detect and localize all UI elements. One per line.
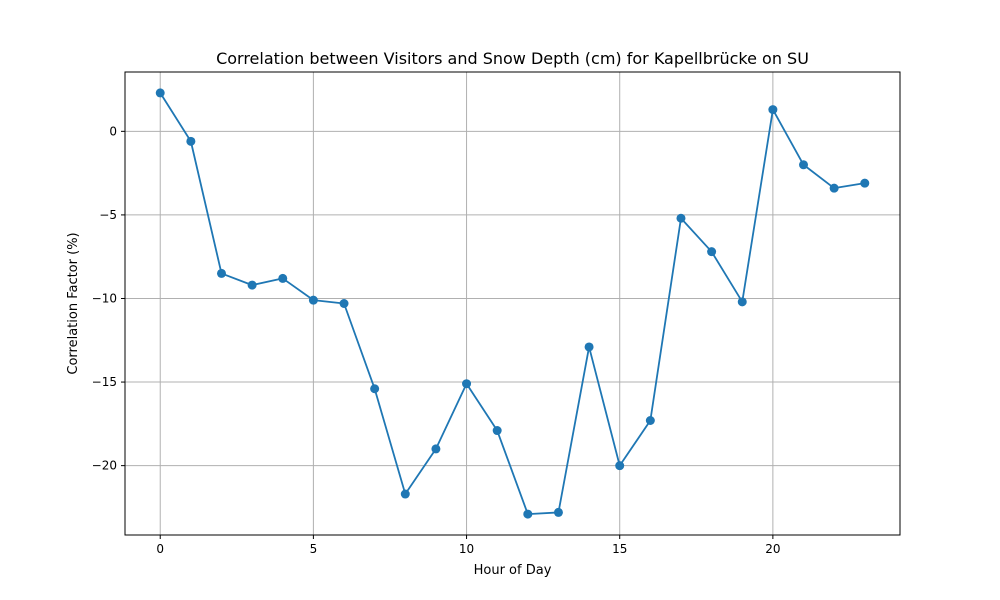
y-tick-label: −5 [99,208,117,222]
series-line [159,92,865,516]
x-tick-label: 20 [765,542,780,556]
plot-frame [124,71,901,536]
data-point [799,160,809,170]
x-tick-label: 10 [459,542,474,556]
data-point [308,295,318,305]
data-point [523,509,533,519]
series-group [155,88,870,519]
data-point [553,507,563,517]
x-tick-label: 5 [310,542,318,556]
data-point [584,342,594,352]
data-point [155,88,165,98]
data-point [431,444,441,454]
grid-lines [125,72,900,535]
data-point [645,416,655,426]
y-tick-label: −10 [92,291,117,305]
data-point [247,280,257,290]
data-point [278,273,288,283]
x-tick-label: 15 [612,542,627,556]
data-point [737,297,747,307]
data-point [768,105,778,115]
data-point [492,426,502,436]
y-tick-label: −15 [92,375,117,389]
y-axis: 0 −5 −10 −15 −20 [92,124,125,473]
x-tick-label: 0 [156,542,164,556]
data-point [860,178,870,188]
data-point [370,384,380,394]
x-axis: 0 5 10 15 20 [156,535,781,556]
data-point [462,379,472,389]
y-tick-label: 0 [109,124,117,138]
y-axis-title: Correlation Factor (%) [66,232,81,374]
data-point [676,213,686,223]
data-point [829,183,839,193]
x-axis-title: Hour of Day [474,563,552,578]
chart-title: Correlation between Visitors and Snow De… [216,49,809,68]
data-point [615,461,625,471]
data-point [339,299,349,308]
data-point [400,489,410,499]
y-tick-label: −20 [92,459,117,473]
data-point [707,247,717,257]
data-point [186,136,196,146]
data-point [216,268,226,278]
